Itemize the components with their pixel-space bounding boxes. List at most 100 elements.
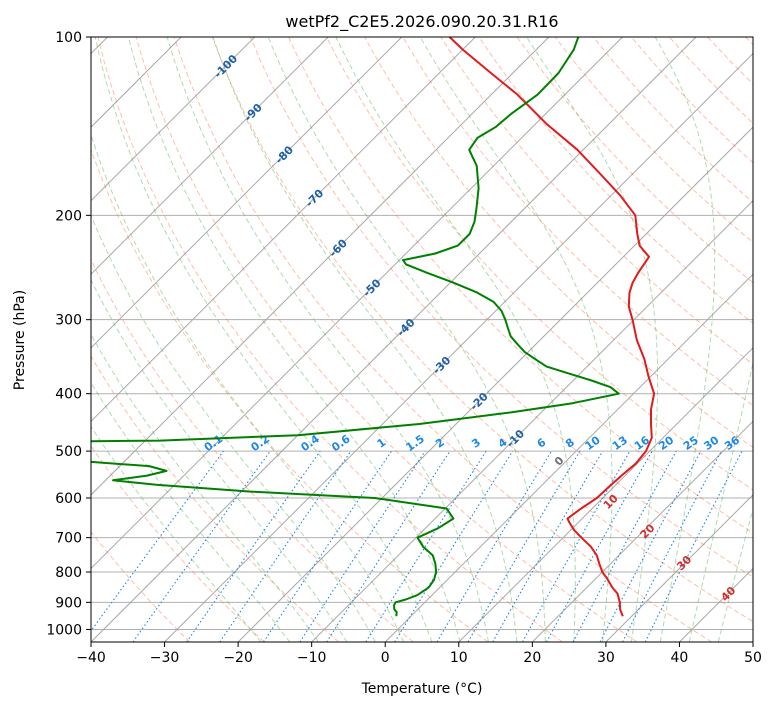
dry-adiabat-line [97, 37, 563, 642]
x-tick-label: 40 [671, 650, 689, 666]
dry-adiabat-line [402, 37, 753, 407]
mixing-ratio-line [186, 450, 321, 642]
moist-adiabat-label: 20 [638, 521, 658, 541]
mixing-ratio-line [599, 450, 702, 642]
x-tick-label: 30 [597, 650, 615, 666]
moist-adiabat-line [688, 360, 753, 642]
mixing-ratio-line [522, 450, 631, 642]
dry-adiabat-line [91, 258, 414, 642]
moist-adiabat-line [654, 37, 716, 642]
profile-traces [91, 37, 656, 617]
dry-adiabat-label: 0 [552, 454, 567, 469]
isotherm-line [531, 420, 753, 642]
mixing-ratio-line [219, 450, 352, 642]
moist-adiabat-line [94, 37, 433, 642]
dry-adiabat-line [91, 531, 191, 642]
dry-adiabat-line [516, 37, 753, 284]
isotherm-line [91, 37, 623, 570]
y-tick-label: 100 [55, 30, 82, 46]
x-tick-label: 0 [381, 650, 390, 666]
moist-adiabat-label: 10 [601, 492, 621, 512]
x-tick-label: 50 [744, 650, 762, 666]
dry-adiabat-line [173, 37, 713, 642]
moist-adiabat-line [419, 37, 613, 642]
chart-title: wetPf2_C2E5.2026.090.20.31.R16 [285, 12, 558, 32]
isotherm-line [752, 641, 753, 642]
moist-adiabat-line [127, 37, 461, 642]
moist-adiabat-line [526, 37, 659, 642]
isotherm-line [91, 37, 550, 496]
dry-adiabat-line [669, 37, 753, 125]
mixing-ratio-line [436, 450, 552, 642]
y-tick-label: 700 [55, 531, 82, 547]
moist-adiabat-line [91, 133, 405, 642]
y-tick-label: 400 [55, 387, 82, 403]
mixing-ratio-line [546, 450, 653, 642]
mixing-ratio-line [263, 450, 392, 642]
isotherm-label: -100 [212, 52, 241, 81]
moist-adiabat-line [717, 507, 753, 642]
dry-adiabat-line [478, 37, 753, 324]
x-tick-label: −20 [223, 650, 253, 666]
x-tick-label: −40 [76, 650, 106, 666]
dry-adiabat-line [211, 37, 753, 623]
y-tick-label: 800 [55, 565, 82, 581]
moist-adiabat-line [91, 425, 262, 642]
moist-adiabat-line [91, 333, 319, 642]
x-tick-label: 20 [523, 650, 541, 666]
moist-adiabat-line [166, 37, 489, 642]
mixing-ratio-line [622, 450, 722, 642]
isotherm-line [91, 37, 329, 275]
isotherm-label: -80 [273, 143, 296, 166]
dry-adiabat-line [135, 37, 638, 642]
mixing-ratio-line [572, 450, 677, 642]
mixing-ratio-label: 30 [701, 433, 721, 453]
mixing-ratio-line [394, 450, 514, 642]
y-tick-label: 300 [55, 313, 82, 329]
y-tick-label: 500 [55, 444, 82, 460]
isotherm-line [605, 494, 753, 642]
isotherm-line [91, 37, 256, 202]
plot-frame [90, 36, 754, 643]
axis-ticks: −40 −30 −20 −10 0 10 20 30 40 5010020030040050060… [46, 30, 762, 666]
dry-adiabat-line [91, 445, 265, 642]
moist-adiabat-label: 40 [718, 584, 738, 604]
y-axis-label: Pressure (hPa) [12, 290, 28, 390]
mixing-ratio-line [644, 450, 743, 642]
dry-adiabat-line [91, 148, 489, 642]
mixing-ratio-label: 1 [375, 436, 389, 451]
mixing-ratio-label: 20 [656, 433, 676, 453]
mixing-ratio-label: 2 [433, 436, 447, 451]
dry-adiabat-line [326, 37, 753, 491]
mixing-ratio-line [132, 450, 271, 642]
dry-adiabat-line [745, 37, 753, 46]
isotherm-line [91, 37, 476, 423]
mixing-ratio-label: 3 [469, 436, 483, 451]
y-tick-label: 1000 [46, 622, 82, 638]
isotherm-line [458, 347, 753, 642]
isotherm-line [384, 273, 753, 642]
dry-adiabat-line [91, 355, 340, 642]
y-tick-label: 200 [55, 208, 82, 224]
moist-adiabat-line [212, 37, 518, 642]
moist-adiabat-line [91, 278, 348, 642]
dry-adiabat-line [440, 37, 753, 365]
isotherm-line [679, 567, 753, 642]
x-axis-label: Temperature (°C) [361, 681, 483, 697]
y-tick-label: 600 [55, 491, 82, 507]
line-labels: 0.1 0.2 0.4 0.6 1 1.5 2 3 4 6 8 10 13 16 20 25 30 36-100-… [202, 52, 743, 604]
mixing-ratio-label: 36 [722, 433, 742, 453]
mixing-ratio-line [326, 450, 451, 642]
mixing-ratio-line [299, 450, 426, 642]
x-tick-label: −30 [150, 650, 180, 666]
isotherm-line [91, 37, 697, 642]
dry-adiabat-line [707, 37, 753, 85]
isotherm-line [164, 52, 753, 642]
dry-adiabat-line [554, 37, 753, 244]
dry-adiabat-line [592, 37, 753, 204]
isotherm-line [91, 37, 403, 349]
isotherm-line [237, 126, 753, 642]
mixing-ratio-label: 13 [610, 434, 630, 453]
